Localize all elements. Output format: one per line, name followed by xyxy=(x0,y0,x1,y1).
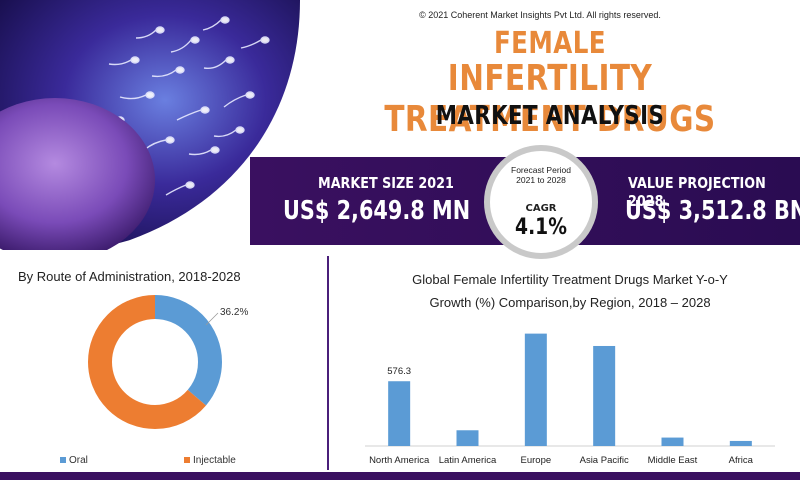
projection-value: US$ 3,512.8 BN xyxy=(625,196,800,226)
x-tick-label: Asia Pacific xyxy=(580,455,629,466)
bottom-bar xyxy=(0,472,800,480)
title-line-2: INFERTILITY TREATMENT DRUGS xyxy=(384,58,716,140)
bar-north-america xyxy=(388,381,411,446)
egg-cell-icon xyxy=(0,98,155,250)
copyright-text: © 2021 Coherent Market Insights Pvt Ltd.… xyxy=(419,10,661,20)
bar-africa xyxy=(729,440,752,446)
projection-label: VALUE PROJECTION 2028 xyxy=(628,174,766,210)
legend-swatch-injectable xyxy=(184,457,190,464)
legend-label-injectable: Injectable xyxy=(193,455,236,466)
legend-label-oral: Oral xyxy=(69,455,88,466)
donut-chart-title: By Route of Administration, 2018-2028 xyxy=(18,269,241,284)
donut-chart: 36.2% xyxy=(88,295,248,429)
market-size-value: US$ 2,649.8 MN xyxy=(283,196,471,226)
legend-item-injectable: Injectable xyxy=(184,455,236,466)
cagr-badge: Forecast Period 2021 to 2028 CAGR 4.1% xyxy=(484,145,598,259)
bar-asia-pacific xyxy=(593,345,616,446)
hero-banner: © 2021 Coherent Market Insights Pvt Ltd.… xyxy=(0,0,716,250)
forecast-line-1: Forecast Period xyxy=(511,165,571,175)
section-divider xyxy=(327,256,329,470)
forecast-line-2: 2021 to 2028 xyxy=(516,175,566,185)
bar-chart: North America 576.3 Latin America Europe Asi… xyxy=(365,333,775,466)
bar-data-label: 576.3 xyxy=(387,366,411,377)
hero-illustration xyxy=(0,0,300,250)
donut-data-label: 36.2% xyxy=(220,307,248,318)
title-line-3: MARKET ANALYSIS xyxy=(435,101,665,131)
sperm-icons xyxy=(95,16,270,196)
legend-swatch-oral xyxy=(60,457,66,464)
bar-chart-title-line-1: Global Female Infertility Treatment Drug… xyxy=(412,272,728,287)
x-tick-label: Middle East xyxy=(648,455,698,466)
x-tick-label: Europe xyxy=(521,455,552,466)
x-tick-label: North America xyxy=(369,455,430,466)
title-line-1: FEMALE xyxy=(493,26,607,61)
x-tick-label: Africa xyxy=(729,455,754,466)
x-tick-label: Latin America xyxy=(439,455,497,466)
forecast-period: Forecast Period 2021 to 2028 xyxy=(498,165,584,185)
bar-europe xyxy=(524,333,547,446)
donut-slice-injectable xyxy=(88,295,222,429)
cagr-inner: Forecast Period 2021 to 2028 CAGR 4.1% xyxy=(498,159,584,245)
cagr-value: 4.1% xyxy=(515,215,567,240)
bar-chart-title-line-2: Growth (%) Comparison,by Region, 2018 – … xyxy=(429,295,711,310)
bar-latin-america xyxy=(456,430,479,446)
market-size-label: MARKET SIZE 2021 xyxy=(318,174,454,192)
data-label-leader xyxy=(205,312,219,326)
cagr-label: CAGR xyxy=(525,203,557,214)
legend-item-oral: Oral xyxy=(60,455,88,466)
bar-middle-east xyxy=(661,437,684,446)
